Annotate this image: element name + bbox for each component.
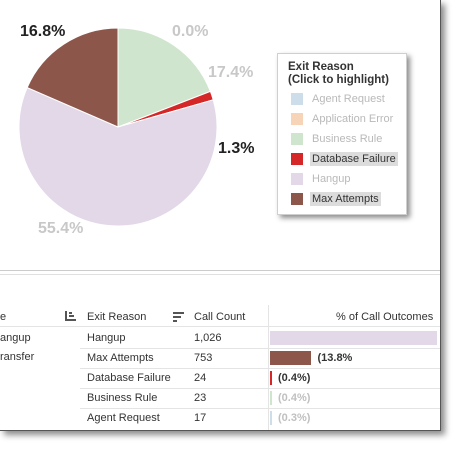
pie-label-database-failure: 1.3% bbox=[218, 140, 255, 157]
pct-bar[interactable] bbox=[270, 391, 272, 405]
legend-item-max-attempts[interactable]: Max Attempts bbox=[291, 192, 381, 206]
call-count-cell: 23 bbox=[194, 392, 207, 404]
exit-reason-cell: Database Failure bbox=[87, 372, 171, 384]
legend-item-label: Database Failure bbox=[310, 152, 398, 166]
column-header-call-type[interactable]: e bbox=[0, 311, 7, 323]
row-divider bbox=[80, 408, 440, 409]
pie-label-hangup: 55.4% bbox=[38, 220, 84, 237]
pct-label: (13.8% bbox=[317, 352, 353, 364]
legend-title-line2: (Click to highlight) bbox=[288, 74, 389, 86]
column-divider bbox=[268, 305, 269, 430]
legend-swatch bbox=[291, 133, 303, 145]
dashboard-frame: 16.8% 0.0% 17.4% 1.3% 55.4% Exit Reason … bbox=[0, 0, 441, 431]
legend-swatch bbox=[291, 93, 303, 105]
slice-max-attempts[interactable] bbox=[26, 27, 119, 128]
legend-item-label: Hangup bbox=[312, 173, 351, 185]
pie-label-agent-request: 0.0% bbox=[172, 23, 209, 40]
row-divider bbox=[80, 368, 440, 369]
legend-item-label: Business Rule bbox=[312, 133, 383, 145]
exit-reason-cell: Hangup bbox=[87, 332, 126, 344]
legend-swatch bbox=[291, 113, 303, 125]
slice-business-rule[interactable] bbox=[117, 27, 212, 128]
legend-swatch bbox=[291, 193, 303, 205]
legend-title-line1: Exit Reason bbox=[288, 61, 354, 73]
pct-bar[interactable] bbox=[270, 371, 272, 385]
call-count-cell: 24 bbox=[194, 372, 207, 384]
legend-swatch bbox=[291, 153, 303, 165]
pie-label-business-rule: 17.4% bbox=[208, 64, 254, 81]
legend-swatch bbox=[291, 173, 303, 185]
row-divider bbox=[80, 348, 440, 349]
legend-item-agent-request[interactable]: Agent Request bbox=[291, 92, 387, 106]
pct-bar[interactable] bbox=[270, 351, 312, 365]
call-type-cell: angup bbox=[0, 332, 31, 344]
exit-reason-cell: Max Attempts bbox=[87, 352, 154, 364]
legend-item-label: Application Error bbox=[312, 113, 394, 125]
pct-bar[interactable] bbox=[270, 331, 437, 345]
pie-label-max-attempts: 16.8% bbox=[20, 23, 66, 40]
legend-item-label: Agent Request bbox=[312, 93, 385, 105]
legend-item-business-rule[interactable]: Business Rule bbox=[291, 132, 384, 146]
exit-reason-legend: Exit Reason (Click to highlight) Agent R… bbox=[277, 53, 407, 215]
legend-item-hangup[interactable]: Hangup bbox=[291, 172, 353, 186]
column-header-exit-reason[interactable]: Exit Reason bbox=[87, 311, 147, 323]
sort-icon[interactable] bbox=[173, 311, 185, 322]
pct-label: (0.3%) bbox=[278, 412, 311, 424]
legend-item-application-error[interactable]: Application Error bbox=[291, 112, 395, 126]
sort-icon[interactable] bbox=[65, 311, 77, 322]
slice-hangup[interactable] bbox=[18, 86, 218, 227]
call-count-cell: 1,026 bbox=[194, 332, 222, 344]
call-count-cell: 753 bbox=[194, 352, 213, 364]
header-divider bbox=[0, 326, 440, 327]
call-count-cell: 17 bbox=[194, 412, 207, 424]
row-divider bbox=[80, 388, 440, 389]
section-divider bbox=[0, 270, 440, 271]
exit-reason-pie-chart bbox=[18, 27, 218, 227]
pct-bar[interactable] bbox=[270, 411, 272, 425]
legend-title: Exit Reason (Click to highlight) bbox=[288, 61, 389, 87]
column-header-pct-call-outcomes[interactable]: % of Call Outcomes bbox=[336, 311, 434, 323]
section-divider bbox=[0, 274, 440, 275]
call-type-cell: ransfer bbox=[0, 351, 35, 363]
legend-item-label: Max Attempts bbox=[310, 192, 381, 206]
legend-item-database-failure[interactable]: Database Failure bbox=[291, 152, 398, 166]
column-header-call-count[interactable]: Call Count bbox=[194, 311, 246, 323]
pct-label: (0.4%) bbox=[278, 372, 311, 384]
exit-reason-cell: Business Rule bbox=[87, 392, 158, 404]
exit-reason-cell: Agent Request bbox=[87, 412, 160, 424]
pct-label: (0.4%) bbox=[278, 392, 311, 404]
